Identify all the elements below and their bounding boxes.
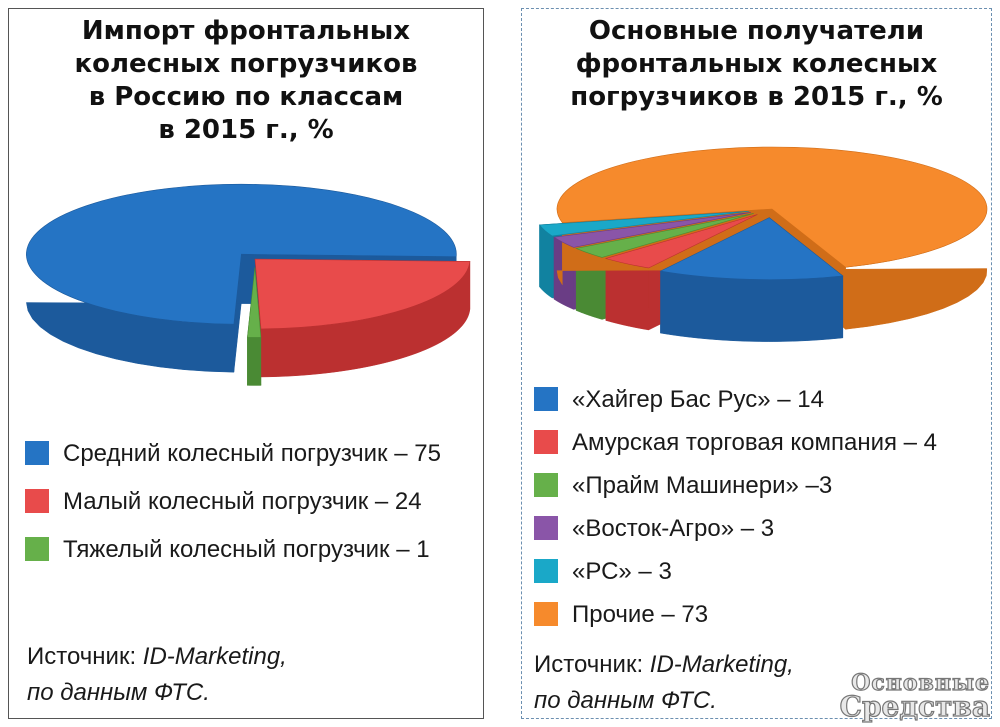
legend-left: Средний колесный погрузчик – 75 Малый кол… (25, 439, 475, 563)
legend-item: «Хайгер Бас Рус» – 14 (534, 385, 824, 415)
title-line: фронтальных колесных (575, 49, 938, 79)
pie-slice-0-0 (26, 183, 457, 325)
chart-title-right: Основные получатели фронтальных колесных… (522, 15, 991, 114)
pie-slice-wall (660, 270, 844, 342)
legend-swatch (534, 601, 558, 626)
pie-slice-1-3 (553, 212, 752, 248)
legend-label: «РС» – 3 (572, 558, 672, 585)
chart-panel-left: Импорт фронтальных колесных погрузчиков … (8, 8, 484, 719)
watermark-logo: Основные Средства (839, 670, 991, 723)
legend-item: Малый колесный погрузчик – 24 (25, 487, 422, 517)
source-line2: по данным ФТС. (534, 687, 717, 714)
chart-panel-right: Основные получатели фронтальных колесных… (521, 8, 992, 719)
legend-swatch (25, 488, 49, 513)
pie-slice-1-5 (556, 146, 988, 268)
legend-swatch (25, 440, 49, 465)
legend-item: Прочие – 73 (534, 600, 708, 630)
source-name: ID-Marketing, (142, 643, 287, 670)
watermark-line2: Средства (839, 690, 991, 723)
pie-slice-1-2 (575, 213, 754, 258)
title-line: погрузчиков в 2015 г., % (570, 82, 943, 112)
pie-slice-wall (247, 337, 262, 386)
title-line: в Россию по классам (88, 82, 404, 112)
legend-right: «Хайгер Бас Рус» – 14 Амурская торговая к… (534, 385, 989, 630)
legend-item: Амурская торговая компания – 4 (534, 428, 937, 458)
pie-slice-0-2 (247, 267, 262, 338)
chart-title-left: Импорт фронтальных колесных погрузчиков … (9, 15, 483, 147)
source-prefix: Источник: (27, 643, 143, 670)
pie-slice-1-4 (538, 210, 750, 237)
pie-slice-0-1 (254, 258, 471, 330)
legend-item: «Восток-Агро» – 3 (534, 514, 774, 544)
source-right: Источник: ID-Marketing, по данным ФТС. (534, 647, 794, 719)
pie-slice-wall (539, 224, 553, 299)
pie-chart-left (26, 183, 471, 386)
title-line: Основные получатели (588, 16, 925, 46)
pie-chart-right (538, 146, 988, 342)
legend-swatch (534, 515, 558, 540)
legend-swatch (534, 558, 558, 583)
legend-swatch (25, 536, 49, 561)
legend-swatch (534, 472, 558, 497)
legend-item: Тяжелый колесный погрузчик – 1 (25, 535, 430, 565)
legend-label: Малый колесный погрузчик – 24 (63, 488, 422, 515)
legend-label: «Прайм Машинери» –3 (572, 472, 833, 499)
legend-item: «Прайм Машинери» –3 (534, 471, 832, 501)
legend-swatch (534, 429, 558, 454)
title-line: Импорт фронтальных (81, 16, 411, 46)
legend-label: «Хайгер Бас Рус» – 14 (572, 386, 824, 413)
source-name: ID-Marketing, (649, 651, 794, 678)
title-line: колесных погрузчиков (74, 49, 418, 79)
legend-item: «РС» – 3 (534, 557, 672, 587)
source-line2: по данным ФТС. (27, 679, 210, 706)
source-left: Источник: ID-Marketing, по данным ФТС. (27, 639, 287, 711)
pie-slice-1-1 (604, 214, 758, 269)
legend-label: Тяжелый колесный погрузчик – 1 (63, 536, 430, 563)
title-line: в 2015 г., % (158, 115, 334, 145)
legend-label: Средний колесный погрузчик – 75 (63, 440, 441, 467)
legend-item: Средний колесный погрузчик – 75 (25, 439, 441, 469)
source-prefix: Источник: (534, 651, 650, 678)
legend-label: Амурская торговая компания – 4 (572, 429, 938, 456)
watermark-line1: Основные (851, 670, 990, 696)
legend-swatch (534, 386, 558, 411)
legend-label: Прочие – 73 (572, 601, 709, 628)
pie-slice-1-0 (659, 217, 844, 280)
legend-label: «Восток-Агро» – 3 (572, 515, 775, 542)
